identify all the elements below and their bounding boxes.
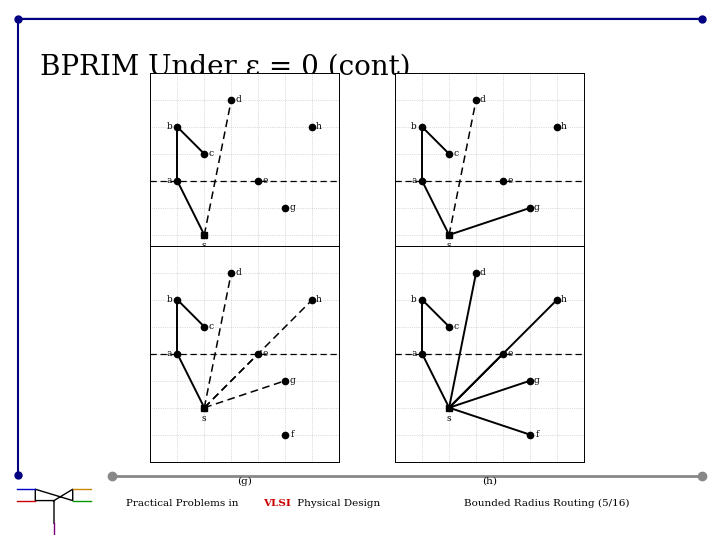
Text: c: c (209, 150, 214, 158)
Text: Practical Problems in: Practical Problems in (126, 499, 242, 508)
Text: c: c (454, 150, 459, 158)
Text: b: b (166, 295, 172, 304)
Text: h: h (561, 295, 567, 304)
Text: a: a (166, 177, 172, 185)
Text: e: e (262, 177, 268, 185)
Text: f: f (290, 258, 294, 266)
Text: h: h (316, 295, 322, 304)
Text: h: h (561, 123, 567, 131)
Text: BPRIM Under ε = 0 (cont): BPRIM Under ε = 0 (cont) (40, 54, 410, 81)
Text: Bounded Radius Routing (5/16): Bounded Radius Routing (5/16) (464, 499, 630, 508)
Text: d: d (235, 96, 241, 104)
Text: (h): (h) (482, 477, 497, 485)
Text: Physical Design: Physical Design (294, 499, 380, 508)
Text: a: a (166, 349, 172, 358)
Text: g: g (289, 204, 295, 212)
Text: b: b (411, 295, 417, 304)
Text: s: s (447, 414, 451, 423)
Text: h: h (316, 123, 322, 131)
Text: g: g (534, 376, 540, 385)
Text: f: f (290, 430, 294, 439)
Text: (g): (g) (238, 477, 252, 485)
Text: g: g (289, 376, 295, 385)
Text: c: c (454, 322, 459, 331)
Text: g: g (534, 204, 540, 212)
Text: f: f (535, 430, 539, 439)
Text: VLSI: VLSI (264, 499, 292, 508)
Text: s: s (447, 241, 451, 250)
Text: b: b (411, 123, 417, 131)
Text: (f): (f) (484, 303, 495, 313)
Text: c: c (209, 322, 214, 331)
Text: f: f (535, 258, 539, 266)
Text: d: d (480, 268, 486, 277)
Text: a: a (411, 177, 417, 185)
Text: s: s (202, 241, 207, 250)
Text: (e): (e) (238, 303, 252, 313)
Text: d: d (235, 268, 241, 277)
Text: e: e (507, 349, 513, 358)
Text: d: d (480, 96, 486, 104)
Text: s: s (202, 414, 207, 423)
Text: b: b (166, 123, 172, 131)
Text: a: a (411, 349, 417, 358)
Text: e: e (262, 349, 268, 358)
Text: e: e (507, 177, 513, 185)
